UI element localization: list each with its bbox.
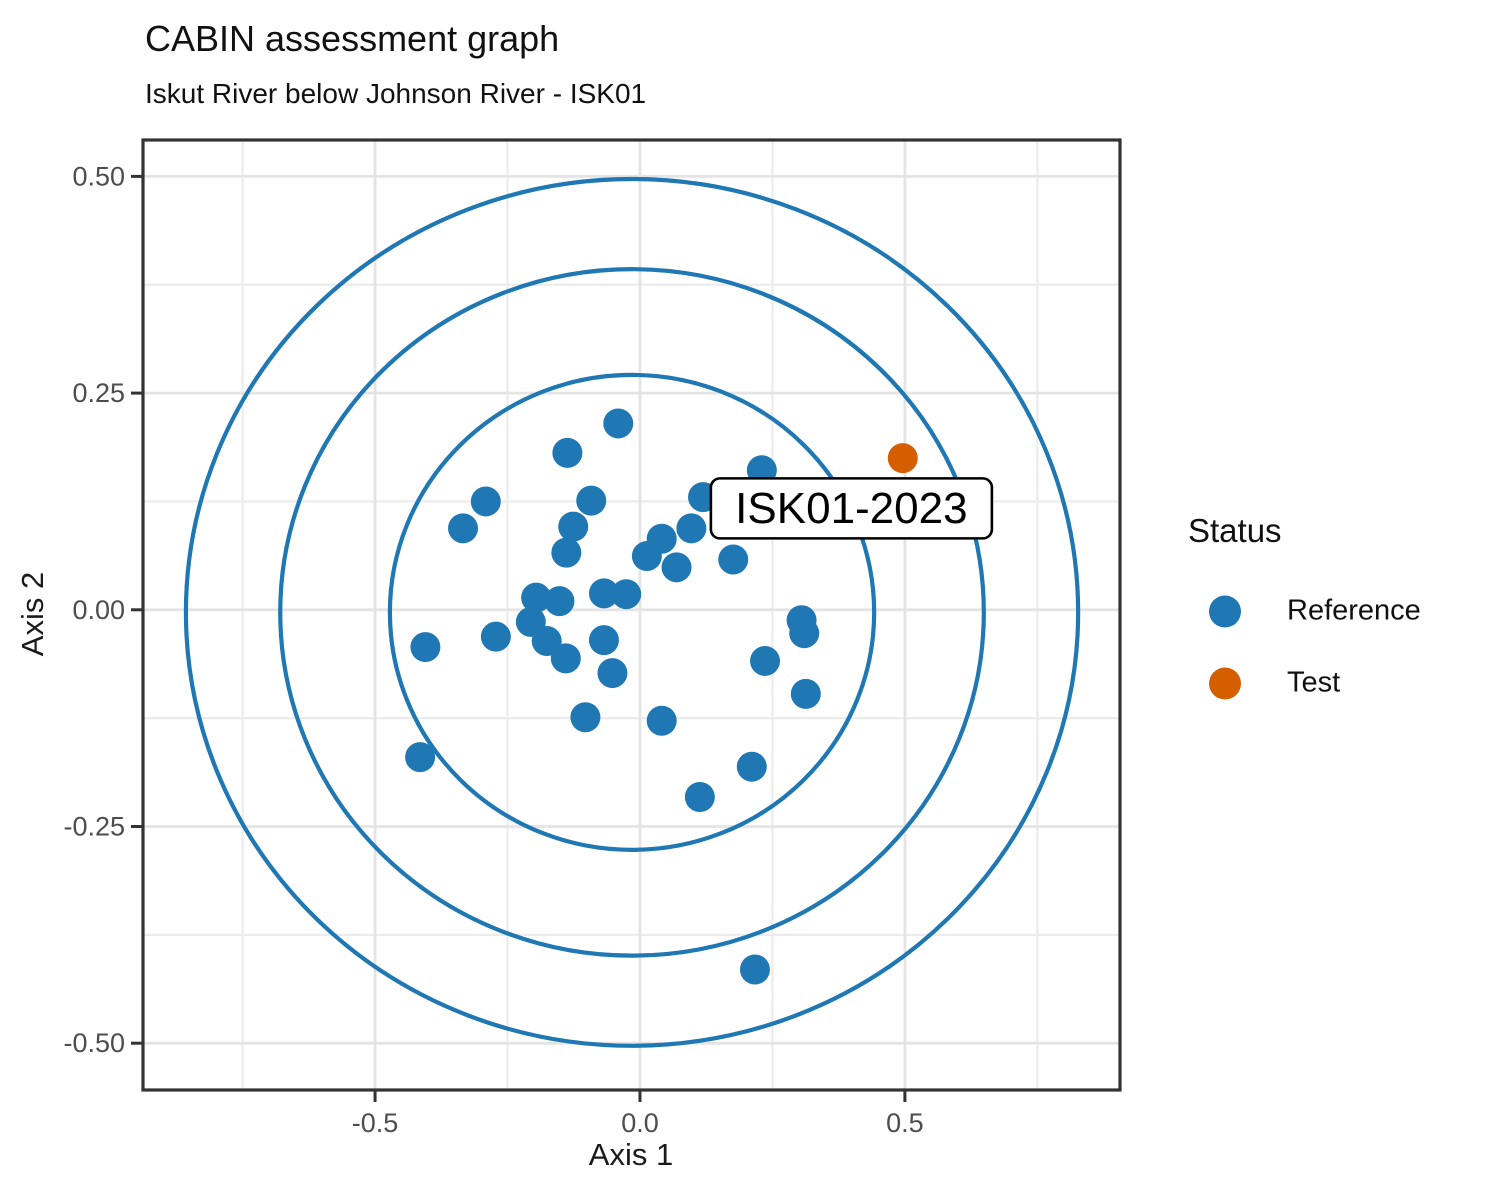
legend-item-test: Test — [1209, 667, 1340, 700]
legend-item-label: Test — [1287, 666, 1341, 699]
x-tick-label: 0.5 — [886, 1108, 924, 1138]
confidence-ellipse-2 — [278, 267, 986, 958]
x-tick-label: 0.0 — [621, 1108, 659, 1138]
legend-item-reference: Reference — [1209, 595, 1421, 628]
page-title: CABIN assessment graph — [145, 18, 560, 59]
test-point — [887, 443, 918, 474]
reference-point — [448, 513, 479, 544]
test-point-icon — [1209, 667, 1241, 699]
reference-point — [410, 632, 441, 663]
reference-point — [736, 751, 767, 782]
reference-point — [790, 678, 821, 709]
reference-point — [470, 486, 501, 517]
reference-point — [531, 626, 562, 657]
reference-point — [570, 702, 601, 733]
y-tick-label: -0.25 — [63, 811, 125, 841]
reference-point-icon — [1209, 595, 1241, 627]
reference-point — [551, 537, 582, 568]
reference-point — [588, 578, 619, 609]
chart-subtitle: Iskut River below Johnson River - ISK01 — [145, 78, 647, 109]
reference-point — [646, 705, 677, 736]
y-tick-label: 0.25 — [72, 378, 125, 408]
reference-point — [558, 511, 589, 542]
reference-point — [684, 782, 715, 813]
reference-point — [576, 485, 607, 516]
annotation-label: ISK01-2023 — [735, 484, 967, 533]
y-axis-title: Axis 2 — [15, 571, 50, 657]
y-tick-label: 0.50 — [72, 161, 125, 191]
x-axis-title: Axis 1 — [588, 1137, 674, 1172]
reference-point — [544, 586, 575, 617]
reference-point — [588, 625, 619, 656]
reference-point — [631, 541, 662, 572]
confidence-ellipse-1 — [387, 372, 877, 852]
reference-point — [789, 618, 820, 649]
reference-point — [521, 582, 552, 613]
reference-point — [480, 621, 511, 652]
y-tick-label: -0.50 — [63, 1028, 125, 1058]
panel-border — [141, 138, 1122, 1092]
legend-title: Status — [1188, 512, 1282, 549]
reference-point — [597, 658, 628, 689]
reference-point — [405, 742, 436, 773]
confidence-ellipse-3 — [183, 176, 1081, 1048]
reference-point — [661, 552, 692, 583]
annotation-box — [709, 477, 994, 540]
panel-background — [143, 140, 1120, 1090]
reference-point — [718, 544, 749, 575]
reference-point — [750, 645, 781, 676]
reference-point — [611, 579, 642, 610]
reference-point — [603, 408, 634, 439]
y-tick-label: 0.00 — [72, 595, 125, 625]
reference-point — [550, 643, 581, 674]
legend-item-label: Reference — [1287, 594, 1421, 627]
reference-point — [676, 513, 707, 544]
reference-point — [739, 954, 770, 985]
x-tick-label: -0.5 — [352, 1108, 399, 1138]
legend: Status Reference Test — [1188, 512, 1421, 699]
reference-point — [552, 437, 583, 468]
